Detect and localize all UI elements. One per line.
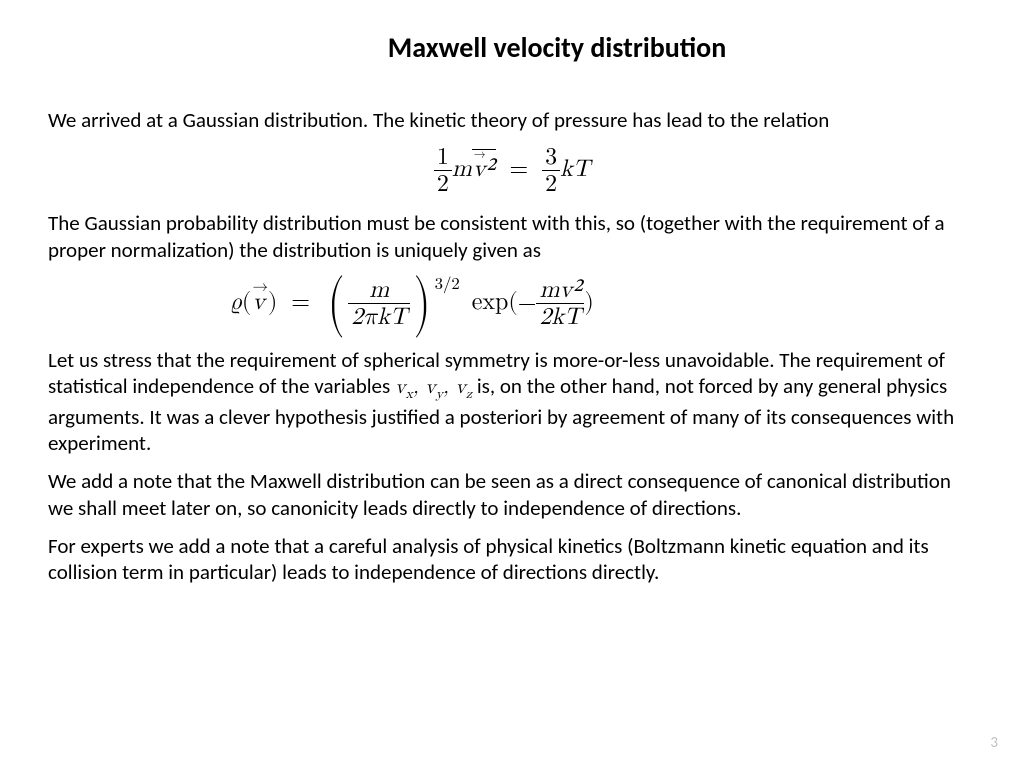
eq2-frac2: mv² 2kT [536,278,584,329]
eq2-frac1: m 2πkT [348,278,410,329]
equation-1: 1 2 m→v² = 3 2 kT [48,145,976,196]
para-3-vars: vx, vy, vz [395,377,472,397]
eq2-exp32: 3/2 [435,276,460,293]
eq1-kT: kT [560,157,590,181]
slide-title: Maxwell velocity distribution [48,30,976,65]
eq2-equals: = [285,290,316,314]
equation-2: ϱ(v) = ( m 2πkT )3/2 exp(− mv² 2kT ) [48,275,976,329]
para-5: For experts we add a note that a careful… [48,533,976,586]
para-4: We add a note that the Maxwell distribut… [48,468,976,521]
eq1-lhs-frac: 1 2 [434,145,452,196]
eq1-rhs-num: 3 [542,145,560,171]
para-3: Let us stress that the requirement of sp… [48,347,976,456]
eq1-lhs-den: 2 [434,171,452,196]
para-1: We arrived at a Gaussian distribution. T… [48,107,976,133]
eq2-v-vec: v [251,290,268,314]
page-number: 3 [990,734,998,752]
eq1-lhs-num: 1 [434,145,452,171]
eq2-frac1-den: 2πkT [348,304,410,329]
eq1-rhs-den: 2 [542,171,560,196]
para-2: The Gaussian probability distribution mu… [48,210,976,263]
eq2-exp: exp [468,290,509,314]
slide-content: Maxwell velocity distribution We arrived… [0,0,1024,627]
eq2-frac2-den: 2kT [536,304,584,329]
eq1-rhs-frac: 3 2 [542,145,560,196]
eq2-rho: ϱ [230,290,242,314]
eq1-m: m [452,157,472,181]
eq1-equals: = [503,157,534,181]
eq2-frac2-num: mv² [536,278,584,304]
eq2-frac1-num: m [348,278,410,304]
